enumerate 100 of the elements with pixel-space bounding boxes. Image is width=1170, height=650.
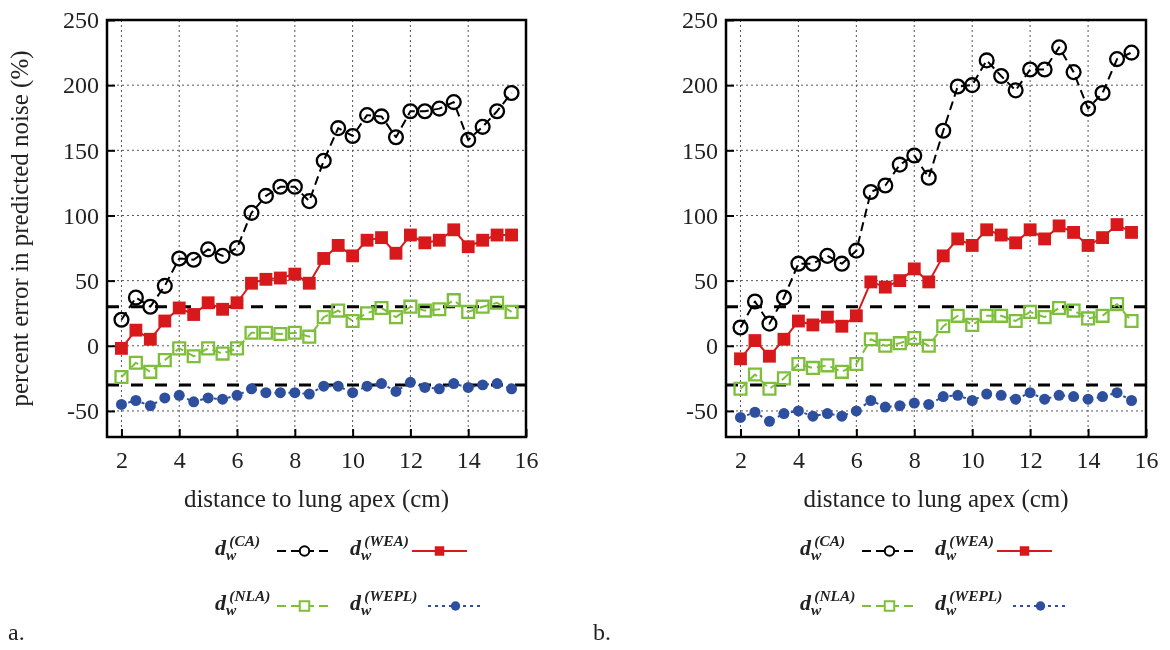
- point: [142, 298, 159, 315]
- point: [878, 338, 893, 353]
- point: [446, 293, 461, 308]
- point: [920, 169, 937, 186]
- point: [937, 391, 949, 403]
- point: [1080, 100, 1097, 117]
- x-tick-label: 16: [1134, 447, 1159, 474]
- point: [791, 356, 806, 372]
- y-tick-label: 250: [63, 7, 99, 34]
- y-tick-label: 200: [682, 72, 718, 99]
- point: [157, 353, 172, 368]
- point: [1065, 64, 1082, 81]
- point: [732, 319, 749, 336]
- point: [332, 380, 344, 392]
- point: [505, 228, 518, 242]
- y-tick-label: 150: [63, 137, 99, 164]
- text: a.: [8, 619, 25, 645]
- point: [259, 272, 273, 286]
- point: [303, 388, 315, 400]
- x-tick-label: 4: [173, 447, 186, 474]
- point: [228, 240, 246, 257]
- point: [217, 393, 229, 405]
- point: [387, 129, 405, 146]
- point: [879, 401, 891, 413]
- y-tick-label: 100: [63, 202, 99, 229]
- point: [761, 315, 778, 332]
- point: [376, 378, 388, 390]
- point: [792, 405, 804, 417]
- point: [286, 178, 303, 195]
- point: [156, 277, 173, 294]
- point: [460, 131, 477, 148]
- point: [1022, 61, 1039, 78]
- point: [244, 325, 259, 340]
- point: [215, 346, 230, 361]
- point: [158, 314, 172, 328]
- point: [1110, 218, 1124, 232]
- point: [1066, 303, 1081, 318]
- x-tick-label: 8: [289, 447, 302, 474]
- point: [419, 381, 431, 393]
- point: [1038, 232, 1052, 246]
- point: [863, 332, 878, 347]
- point: [805, 360, 820, 375]
- point: [491, 378, 503, 390]
- point: [171, 250, 188, 267]
- point: [994, 228, 1008, 242]
- point: [865, 395, 877, 406]
- point: [245, 276, 258, 290]
- point: [1124, 313, 1139, 329]
- point: [159, 392, 171, 404]
- point: [1109, 297, 1125, 312]
- point: [200, 241, 217, 258]
- x-tick-label: 4: [792, 447, 805, 474]
- point: [114, 369, 129, 385]
- point: [258, 325, 273, 340]
- point: [432, 302, 447, 317]
- point: [807, 410, 819, 422]
- point: [1126, 395, 1138, 406]
- point: [216, 302, 230, 316]
- point: [489, 103, 506, 120]
- point: [747, 367, 763, 382]
- point: [1009, 236, 1023, 250]
- point: [1007, 82, 1024, 99]
- point: [302, 276, 316, 290]
- point: [848, 242, 865, 259]
- point: [474, 118, 491, 135]
- point: [981, 388, 993, 400]
- point: [1067, 225, 1081, 239]
- text: b.: [593, 619, 611, 645]
- x-tick-label: 12: [1018, 447, 1043, 474]
- point: [173, 389, 185, 401]
- point: [359, 107, 376, 124]
- point: [346, 249, 360, 263]
- point: [330, 120, 347, 137]
- point: [763, 415, 775, 427]
- x-tick-label: 6: [850, 447, 863, 474]
- point: [850, 405, 862, 417]
- point: [833, 255, 850, 272]
- point: [331, 239, 345, 252]
- point: [778, 408, 790, 420]
- point: [345, 313, 360, 329]
- point: [749, 406, 761, 418]
- point: [935, 122, 952, 139]
- point: [936, 249, 950, 263]
- point: [1108, 51, 1126, 68]
- point: [952, 389, 964, 401]
- point: [201, 296, 215, 310]
- point: [230, 296, 244, 310]
- y-tick-label: 150: [682, 137, 718, 164]
- point: [993, 67, 1010, 85]
- point: [836, 410, 848, 422]
- x-tick-label: 14: [1076, 447, 1101, 474]
- point: [445, 94, 462, 111]
- point: [1111, 387, 1123, 399]
- point: [375, 231, 388, 245]
- point: [922, 275, 936, 289]
- y-axis-title: percent error in predicted noise (%): [6, 50, 34, 407]
- point: [130, 395, 142, 406]
- x-axis-title: distance to lung apex (cm): [803, 485, 1069, 513]
- point: [172, 341, 187, 356]
- y-tick-label: -50: [67, 398, 99, 425]
